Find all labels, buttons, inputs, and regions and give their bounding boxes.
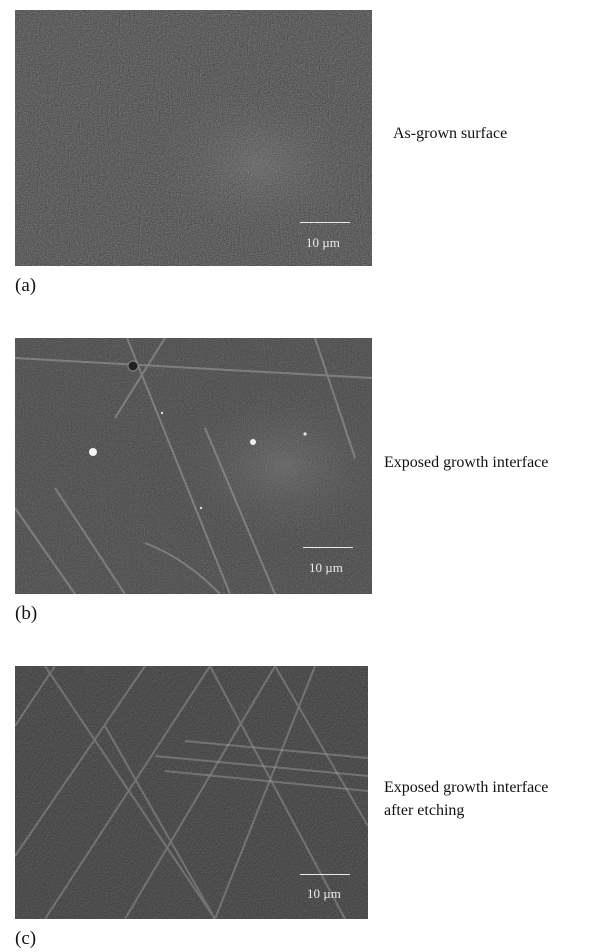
micrograph-a xyxy=(15,10,372,266)
caption-c-line-2: after etching xyxy=(384,802,465,819)
panel-label-a: (a) xyxy=(15,275,37,296)
panel-label-c: (c) xyxy=(15,928,37,949)
scale-label-a: 10 µm xyxy=(306,235,340,250)
caption-c: Exposed growth interface after etching xyxy=(384,776,548,822)
caption-b: Exposed growth interface xyxy=(384,451,548,474)
scale-bar-a xyxy=(300,222,350,223)
micrograph-c xyxy=(15,666,368,919)
caption-c-line-1: Exposed growth interface xyxy=(384,779,549,796)
scale-label-b: 10 µm xyxy=(309,560,343,575)
micrograph-b xyxy=(15,338,372,594)
scale-bar-b xyxy=(303,547,353,548)
caption-a: As-grown surface xyxy=(393,122,507,145)
scale-bar-c xyxy=(300,874,350,875)
scale-label-c: 10 µm xyxy=(307,886,341,901)
panel-label-b: (b) xyxy=(15,603,38,624)
caption-b-line-1: Exposed growth interface xyxy=(384,454,549,471)
caption-a-line-1: As-grown surface xyxy=(393,125,508,142)
